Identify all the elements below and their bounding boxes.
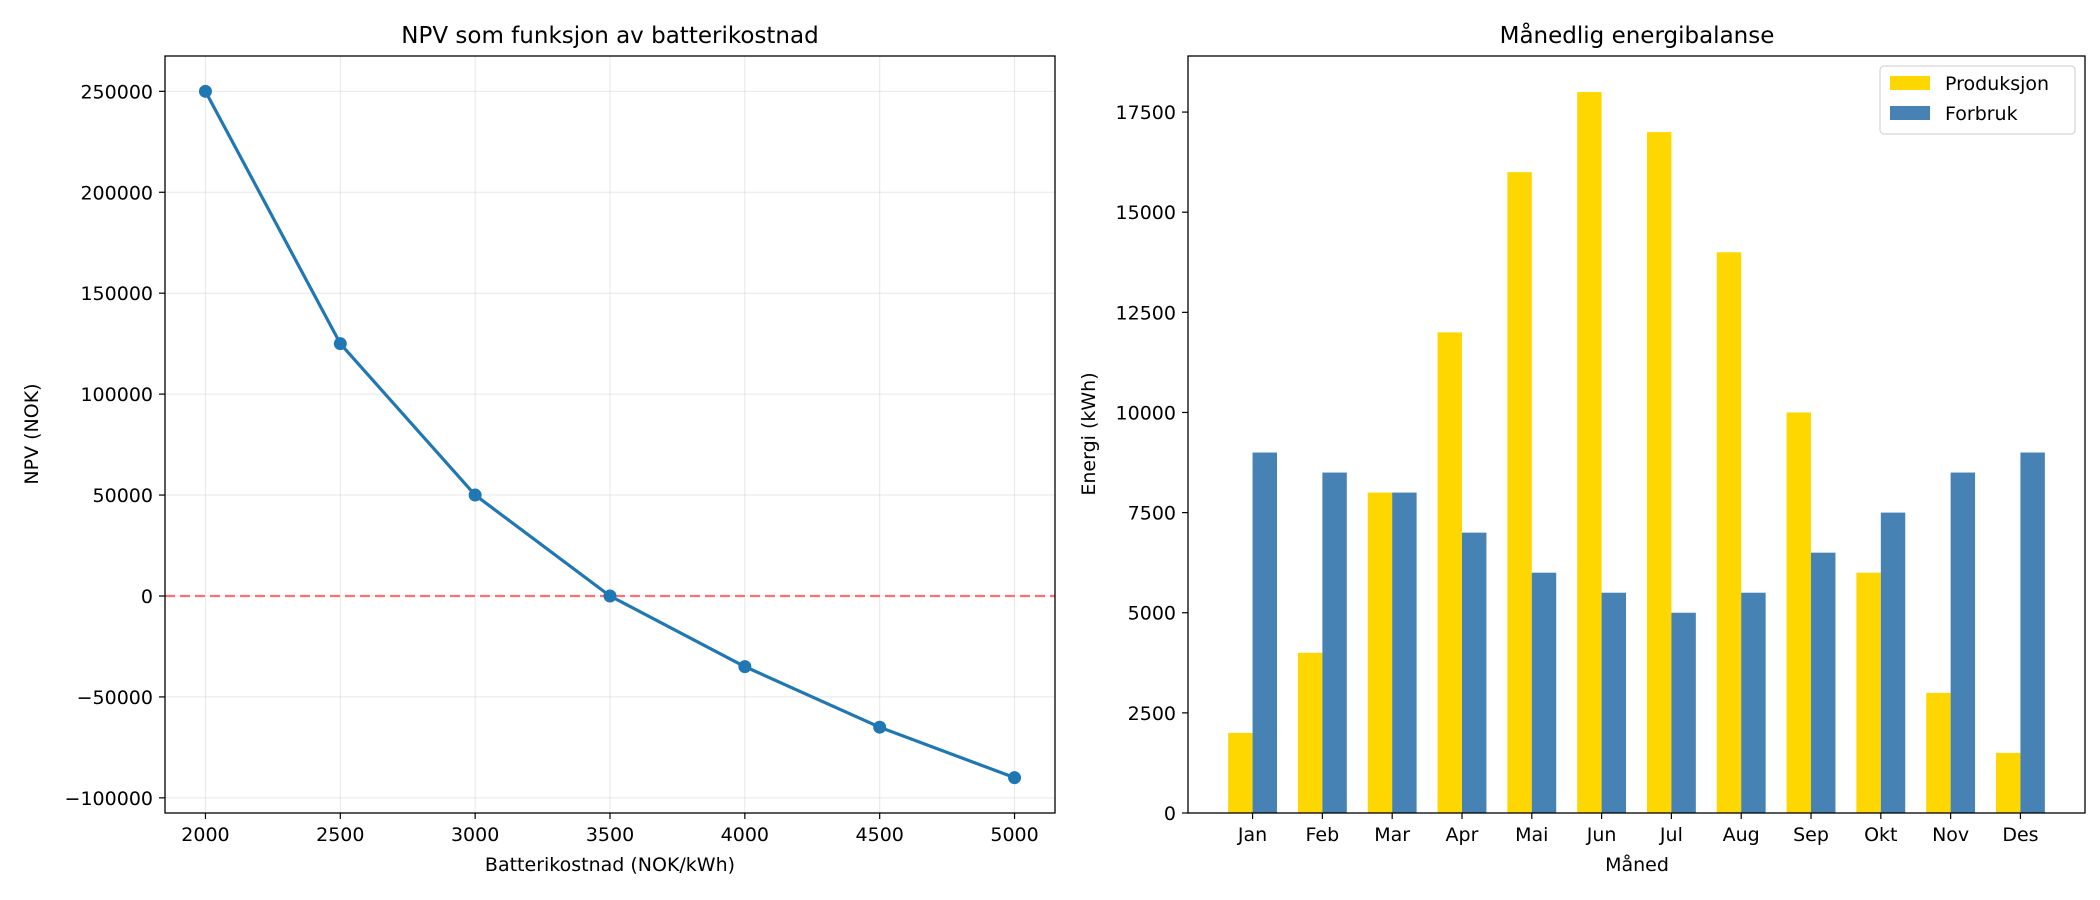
bar-produksjon-des — [1995, 752, 2021, 813]
npv-point-2 — [468, 488, 482, 502]
energy-y-axis-label: Energi (kWh) — [1078, 372, 1100, 495]
npv-xtick-label-5: 4500 — [856, 824, 904, 846]
energy-xtick-label-jul: Jul — [1659, 824, 1683, 846]
legend-label-forbruk: Forbruk — [1945, 103, 2018, 125]
energy-xtick-label-jun: Jun — [1586, 824, 1617, 846]
energy-ytick-label-7: 17500 — [1116, 102, 1176, 124]
npv-xtick-label-1: 2500 — [316, 824, 364, 846]
energy-ytick-label-1: 2500 — [1128, 703, 1176, 725]
npv-xtick-label-6: 5000 — [990, 824, 1038, 846]
npv-point-1 — [333, 337, 347, 351]
npv-ytick-label-6: 200000 — [80, 182, 153, 204]
energy-ytick-label-0: 0 — [1164, 803, 1176, 825]
energy-y-axis: 0 2500 5000 7500 10000 12500 15000 17500 — [1116, 102, 1188, 825]
npv-xtick-label-4: 4000 — [721, 824, 769, 846]
energy-xtick-label-nov: Nov — [1932, 824, 1969, 846]
bar-produksjon-nov — [1926, 692, 1951, 813]
bar-forbruk-jun — [1601, 592, 1627, 813]
energy-chart-title: Månedlig energibalanse — [1500, 21, 1775, 49]
energy-chart: Månedlig energibalanse Jan Feb Mar Apr Mai Ju… — [1078, 21, 2086, 876]
energy-xtick-label-feb: Feb — [1306, 824, 1340, 846]
bar-forbruk-mai — [1531, 572, 1557, 813]
energy-ytick-label-2: 5000 — [1128, 603, 1176, 625]
energy-bars — [1228, 92, 2045, 814]
energy-xtick-label-jan: Jan — [1237, 824, 1267, 846]
bar-forbruk-feb — [1322, 472, 1347, 813]
bar-produksjon-aug — [1716, 252, 1742, 813]
npv-point-5 — [873, 720, 887, 734]
npv-y-axis: −100000 −50000 0 50000 100000 150000 200000 250… — [65, 81, 165, 810]
energy-x-axis-label: Måned — [1605, 853, 1669, 876]
npv-ytick-label-5: 150000 — [80, 283, 153, 305]
npv-chart: NPV som funksjon av batterikostnad 2000 2… — [21, 23, 1056, 876]
legend-swatch-forbruk — [1890, 106, 1930, 120]
bar-forbruk-okt — [1880, 512, 1906, 813]
energy-xtick-label-apr: Apr — [1446, 824, 1479, 846]
bar-produksjon-sep — [1786, 412, 1812, 813]
bar-produksjon-mai — [1507, 172, 1532, 813]
bar-produksjon-okt — [1856, 572, 1881, 813]
npv-ytick-label-0: −100000 — [65, 788, 153, 810]
npv-point-3 — [603, 589, 617, 603]
npv-point-0 — [198, 84, 212, 98]
npv-x-axis-label: Batterikostnad (NOK/kWh) — [485, 854, 735, 876]
bar-forbruk-jul — [1671, 612, 1696, 813]
legend-swatch-produksjon — [1890, 76, 1930, 90]
energy-xtick-label-des: Des — [2002, 824, 2038, 846]
npv-x-axis: 2000 2500 3000 3500 4000 4500 5000 — [181, 813, 1039, 846]
energy-legend: Produksjon Forbruk — [1879, 65, 2076, 135]
npv-ytick-label-1: −50000 — [77, 687, 153, 709]
bar-forbruk-aug — [1741, 592, 1766, 813]
npv-series — [198, 84, 1022, 785]
bar-forbruk-mar — [1392, 492, 1417, 813]
bar-forbruk-jan — [1252, 452, 1278, 813]
bar-produksjon-jun — [1577, 92, 1602, 814]
energy-plot-frame — [1187, 55, 2086, 814]
energy-xtick-label-aug: Aug — [1723, 824, 1760, 846]
energy-ytick-label-3: 7500 — [1128, 503, 1176, 525]
npv-ytick-label-2: 0 — [141, 586, 153, 608]
energy-ytick-label-4: 10000 — [1116, 402, 1176, 424]
bar-produksjon-mar — [1367, 492, 1393, 813]
npv-xtick-label-2: 3000 — [451, 824, 499, 846]
energy-ytick-label-5: 12500 — [1116, 302, 1176, 324]
npv-xtick-label-0: 2000 — [181, 824, 229, 846]
energy-xtick-label-mar: Mar — [1374, 824, 1410, 846]
npv-ytick-label-4: 100000 — [80, 384, 153, 406]
energy-xtick-label-sep: Sep — [1793, 824, 1829, 846]
energy-xtick-label-mai: Mai — [1515, 824, 1548, 846]
npv-point-4 — [738, 660, 752, 674]
npv-point-6 — [1008, 771, 1022, 785]
legend-label-produksjon: Produksjon — [1945, 73, 2049, 95]
npv-ytick-label-3: 50000 — [93, 485, 153, 507]
bar-produksjon-jul — [1646, 132, 1672, 813]
npv-y-axis-label: NPV (NOK) — [21, 383, 43, 484]
bar-forbruk-nov — [1950, 472, 1976, 813]
energy-ytick-label-6: 15000 — [1116, 202, 1176, 224]
bar-forbruk-des — [2020, 452, 2045, 813]
npv-chart-title: NPV som funksjon av batterikostnad — [401, 23, 818, 49]
energy-x-axis: Jan Feb Mar Apr Mai Jun Jul Aug Sep Okt Nov Des — [1237, 813, 2039, 846]
npv-xtick-label-3: 3500 — [586, 824, 634, 846]
bar-produksjon-jan — [1228, 732, 1253, 813]
energy-xtick-label-okt: Okt — [1864, 824, 1897, 846]
bar-produksjon-apr — [1437, 332, 1462, 813]
bar-forbruk-apr — [1461, 532, 1487, 813]
bar-forbruk-sep — [1811, 552, 1836, 813]
npv-ytick-label-7: 250000 — [80, 81, 153, 103]
bar-produksjon-feb — [1297, 652, 1323, 813]
